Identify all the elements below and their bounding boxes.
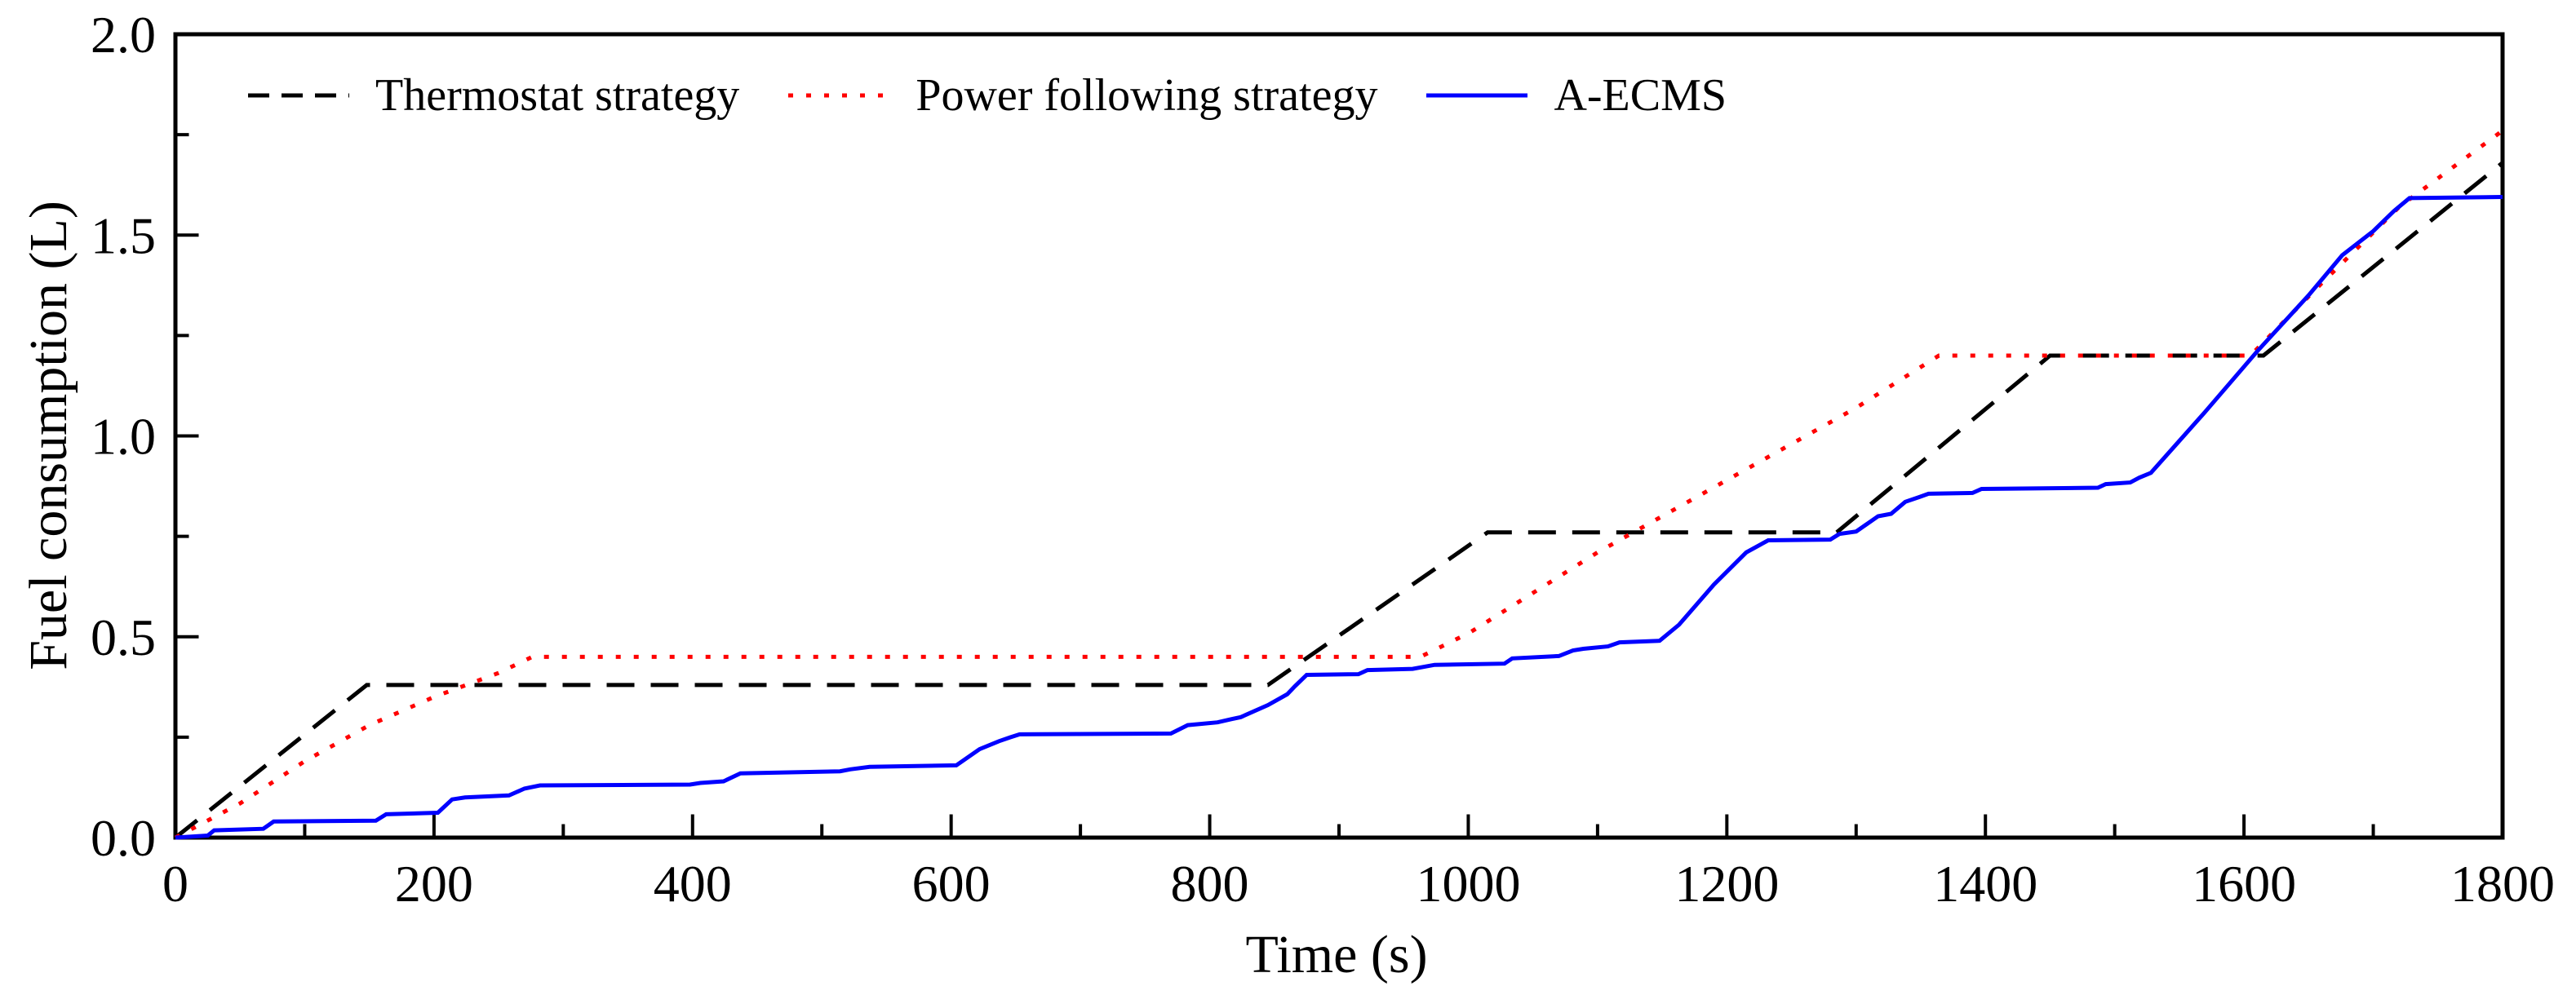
legend-label-a-ecms: A-ECMS [1554,70,1727,121]
legend-item-power-following-strategy: Power following strategy [787,73,1377,118]
y-tick-label: 1.0 [91,408,156,466]
y-tick-label: 0.0 [91,809,156,867]
x-tick-label: 1000 [1416,855,1520,913]
legend-item-thermostat-strategy: Thermostat strategy [246,73,739,118]
x-tick-label: 1200 [1674,855,1779,913]
legend-label-thermostat-strategy: Thermostat strategy [375,70,740,121]
x-tick-label: 200 [395,855,473,913]
x-tick-label: 600 [912,855,991,913]
x-tick-label: 1800 [2450,855,2555,913]
y-tick-label: 0.5 [91,608,156,666]
x-tick-label: 800 [1171,855,1249,913]
dashed-line-sample [248,93,349,98]
y-tick-label: 2.0 [91,6,156,64]
x-tick-label: 1400 [1933,855,2037,913]
y-axis-title: Fuel consumption (L) [19,201,78,670]
y-tick-label: 1.5 [91,206,156,264]
legend-item-a-ecms: A-ECMS [1425,73,1727,118]
plot-border [173,32,2505,840]
solid-line-sample [1426,93,1528,98]
series-power-following-strategy [174,129,2504,840]
x-axis-title: Time (s) [1245,925,1428,984]
legend: Thermostat strategy Power following stra… [246,73,1727,118]
x-tick-label: 1600 [2192,855,2296,913]
series-a-ecms [175,195,2503,840]
series-thermostat-strategy [174,161,2504,839]
x-tick-label: 0 [162,855,188,913]
dotted-line-sample [788,93,890,98]
x-tick-label: 400 [654,855,732,913]
legend-label-power-following-strategy: Power following strategy [916,70,1378,121]
